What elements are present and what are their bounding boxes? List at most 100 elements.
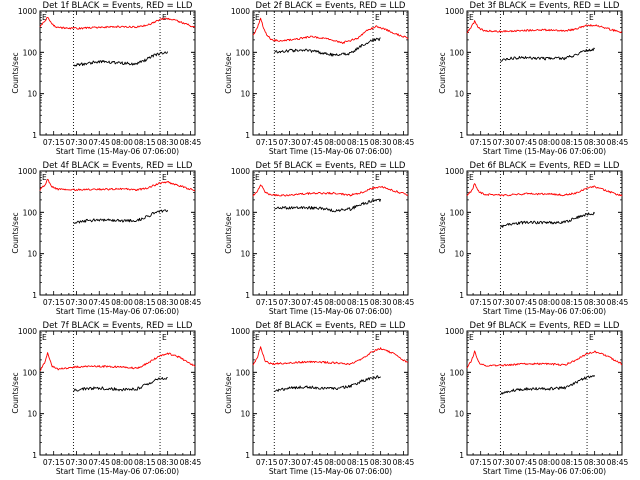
marker-label: E xyxy=(255,333,260,342)
x-tick-label: 07:30 xyxy=(493,298,515,307)
y-axis-label: Counts/sec xyxy=(11,372,20,413)
chart-title: Det 5f BLACK = Events, RED = LLD xyxy=(256,161,406,171)
marker-label: E xyxy=(589,13,594,22)
plot-frame xyxy=(252,10,409,136)
y-tick-label: 100 xyxy=(23,48,38,57)
y-axis-label: Counts/sec xyxy=(438,212,447,253)
series-line-black xyxy=(72,377,168,393)
y-tick-label: 10 xyxy=(454,410,464,419)
x-tick-label: 08:30 xyxy=(370,458,392,467)
marker-label: E xyxy=(162,173,167,182)
x-tick-label: 07:45 xyxy=(88,298,110,307)
x-tick-label: 07:15 xyxy=(256,138,278,147)
series-line-black xyxy=(500,47,595,62)
x-tick-label: 07:15 xyxy=(43,138,65,147)
marker-label: E xyxy=(589,333,594,342)
y-tick-label: 100 xyxy=(236,368,251,377)
marker-label: E xyxy=(42,13,47,22)
x-tick-label: 08:15 xyxy=(347,458,369,467)
y-tick-label: 10 xyxy=(240,90,250,99)
series-line-red xyxy=(466,183,623,197)
x-tick-label: 07:30 xyxy=(493,458,515,467)
series-line-black xyxy=(274,198,382,213)
y-tick-label: 1000 xyxy=(231,7,250,16)
series-line-red xyxy=(39,17,196,30)
chart-title: Det 4f BLACK = Events, RED = LLD xyxy=(43,161,193,171)
marker-label: E xyxy=(42,333,47,342)
x-axis-label: Start Time (15-May-06 07:06:00) xyxy=(269,307,392,316)
series-line-black xyxy=(73,209,169,224)
marker-label: E xyxy=(375,13,380,22)
marker-label: E xyxy=(469,333,474,342)
plot-frame xyxy=(466,330,623,456)
y-tick-label: 1 xyxy=(245,451,250,460)
y-tick-label: 100 xyxy=(450,368,465,377)
x-tick-label: 08:30 xyxy=(584,298,606,307)
chart-panel-8: Det 8f BLACK = Events, RED = LLD 1 10 100 10… xyxy=(224,321,414,476)
x-tick-label: 07:30 xyxy=(493,138,515,147)
x-tick-label: 07:15 xyxy=(470,458,492,467)
chart-panel-4: Det 4f BLACK = Events, RED = LLD 1 10 100 10… xyxy=(11,161,201,316)
x-axis-label: Start Time (15-May-06 07:06:00) xyxy=(483,307,606,316)
plot-frame xyxy=(39,170,196,296)
y-tick-label: 1000 xyxy=(231,327,250,336)
y-tick-label: 100 xyxy=(450,48,465,57)
x-tick-label: 08:30 xyxy=(370,138,392,147)
y-tick-label: 10 xyxy=(27,90,37,99)
x-tick-label: 08:45 xyxy=(393,298,415,307)
x-tick-label: 08:00 xyxy=(324,138,346,147)
plot-frame xyxy=(252,330,409,456)
series-line-red xyxy=(252,346,409,366)
x-tick-label: 07:45 xyxy=(301,138,323,147)
y-tick-label: 1 xyxy=(32,291,37,300)
x-axis-label: Start Time (15-May-06 07:06:00) xyxy=(483,147,606,156)
x-tick-label: 08:00 xyxy=(538,138,560,147)
marker-label: E xyxy=(375,173,380,182)
plot-frame xyxy=(466,170,623,296)
x-tick-label: 08:45 xyxy=(393,138,415,147)
x-tick-label: 08:00 xyxy=(324,458,346,467)
x-axis-label: Start Time (15-May-06 07:06:00) xyxy=(269,467,392,476)
y-tick-label: 1000 xyxy=(18,7,37,16)
chart-panel-6: Det 6f BLACK = Events, RED = LLD 1 10 100 10… xyxy=(438,161,628,316)
marker-label: E xyxy=(469,13,474,22)
y-axis-label: Counts/sec xyxy=(11,212,20,253)
x-tick-label: 08:15 xyxy=(347,298,369,307)
x-tick-label: 08:15 xyxy=(561,458,583,467)
x-tick-label: 08:45 xyxy=(180,458,202,467)
chart-title: Det 2f BLACK = Events, RED = LLD xyxy=(256,1,406,11)
y-tick-label: 10 xyxy=(454,250,464,259)
chart-panel-2: Det 2f BLACK = Events, RED = LLD 1 10 100 10… xyxy=(224,1,414,156)
x-tick-label: 07:15 xyxy=(43,298,65,307)
x-tick-label: 07:45 xyxy=(515,298,537,307)
x-tick-label: 08:30 xyxy=(157,458,179,467)
y-axis-label: Counts/sec xyxy=(224,52,233,93)
chart-title: Det 3f BLACK = Events, RED = LLD xyxy=(470,1,620,11)
y-tick-label: 1000 xyxy=(445,327,464,336)
y-tick-label: 1 xyxy=(32,131,37,140)
x-tick-label: 07:45 xyxy=(301,298,323,307)
marker-label: E xyxy=(42,173,47,182)
y-axis-label: Counts/sec xyxy=(224,212,233,253)
series-line-black xyxy=(500,375,595,395)
x-tick-label: 07:30 xyxy=(279,138,301,147)
x-tick-label: 07:15 xyxy=(256,298,278,307)
y-tick-label: 1000 xyxy=(231,167,250,176)
y-tick-label: 1 xyxy=(459,451,464,460)
marker-label: E xyxy=(469,173,474,182)
chart-title: Det 6f BLACK = Events, RED = LLD xyxy=(470,161,620,171)
x-axis-label: Start Time (15-May-06 07:06:00) xyxy=(56,147,179,156)
x-tick-label: 08:30 xyxy=(157,138,179,147)
marker-label: E xyxy=(162,13,167,22)
chart-panel-9: Det 9f BLACK = Events, RED = LLD 1 10 100 10… xyxy=(438,321,628,476)
y-tick-label: 100 xyxy=(236,48,251,57)
x-tick-label: 07:45 xyxy=(301,458,323,467)
marker-label: E xyxy=(162,333,167,342)
series-line-red xyxy=(39,352,196,371)
x-tick-label: 08:45 xyxy=(180,298,202,307)
y-tick-label: 1 xyxy=(245,291,250,300)
x-tick-label: 08:30 xyxy=(157,298,179,307)
chart-title: Det 8f BLACK = Events, RED = LLD xyxy=(256,321,406,331)
y-tick-label: 1000 xyxy=(445,7,464,16)
y-tick-label: 1000 xyxy=(18,167,37,176)
